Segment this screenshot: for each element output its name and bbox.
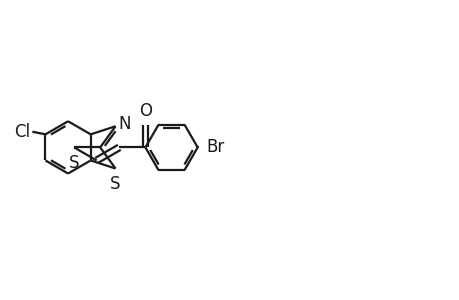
Text: S: S [110, 175, 121, 193]
Text: S: S [69, 154, 79, 172]
Text: Br: Br [206, 138, 224, 156]
Text: O: O [139, 102, 151, 120]
Text: N: N [118, 115, 131, 133]
Text: Cl: Cl [14, 123, 30, 141]
